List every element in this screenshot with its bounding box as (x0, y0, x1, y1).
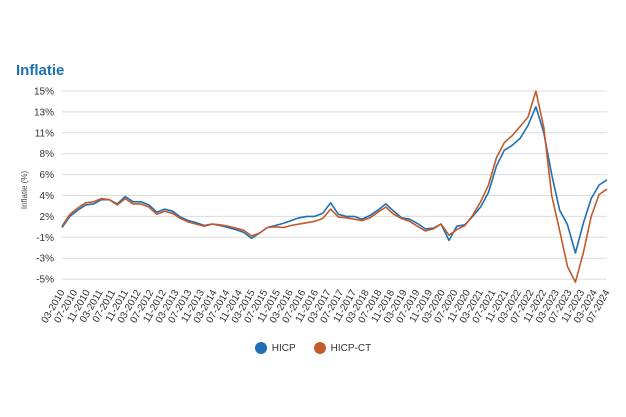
legend-swatch-hicp (254, 342, 267, 354)
chart-title: Inflatie (16, 62, 65, 79)
y-axis-ticks: 15% 13% 11% 8% 6% 4% 2% -1% -3% -5% (34, 87, 54, 286)
legend: HICP HICP-CT (0, 342, 626, 354)
y-tick-label: 11% (35, 128, 54, 139)
y-tick-label: 13% (34, 107, 54, 118)
y-tick-label: 2% (40, 212, 55, 223)
legend-label-hicp-ct: HICP-CT (330, 342, 372, 354)
series-line-hicp-ct[interactable] (61, 90, 608, 283)
legend-item-hicp[interactable]: HICP (254, 342, 296, 354)
legend-item-hicp-ct[interactable]: HICP-CT (313, 342, 372, 354)
y-tick-label: 4% (40, 191, 55, 202)
y-tick-label: 15% (34, 87, 54, 98)
series-line-hicp[interactable] (61, 105, 608, 254)
legend-swatch-hicp-ct (313, 342, 326, 354)
y-axis-label: Inflatie (%) (20, 171, 29, 210)
y-tick-label: 6% (40, 170, 55, 181)
y-tick-label: 8% (40, 149, 55, 160)
x-axis-ticks: 03-201007-201011-201003-201107-201111-20… (40, 288, 613, 326)
series-lines (61, 90, 608, 283)
y-tick-label: -5% (36, 275, 54, 286)
y-tick-label: -1% (36, 233, 54, 244)
legend-label-hicp: HICP (271, 342, 296, 354)
y-tick-label: -3% (36, 254, 54, 265)
gridlines (62, 90, 607, 280)
